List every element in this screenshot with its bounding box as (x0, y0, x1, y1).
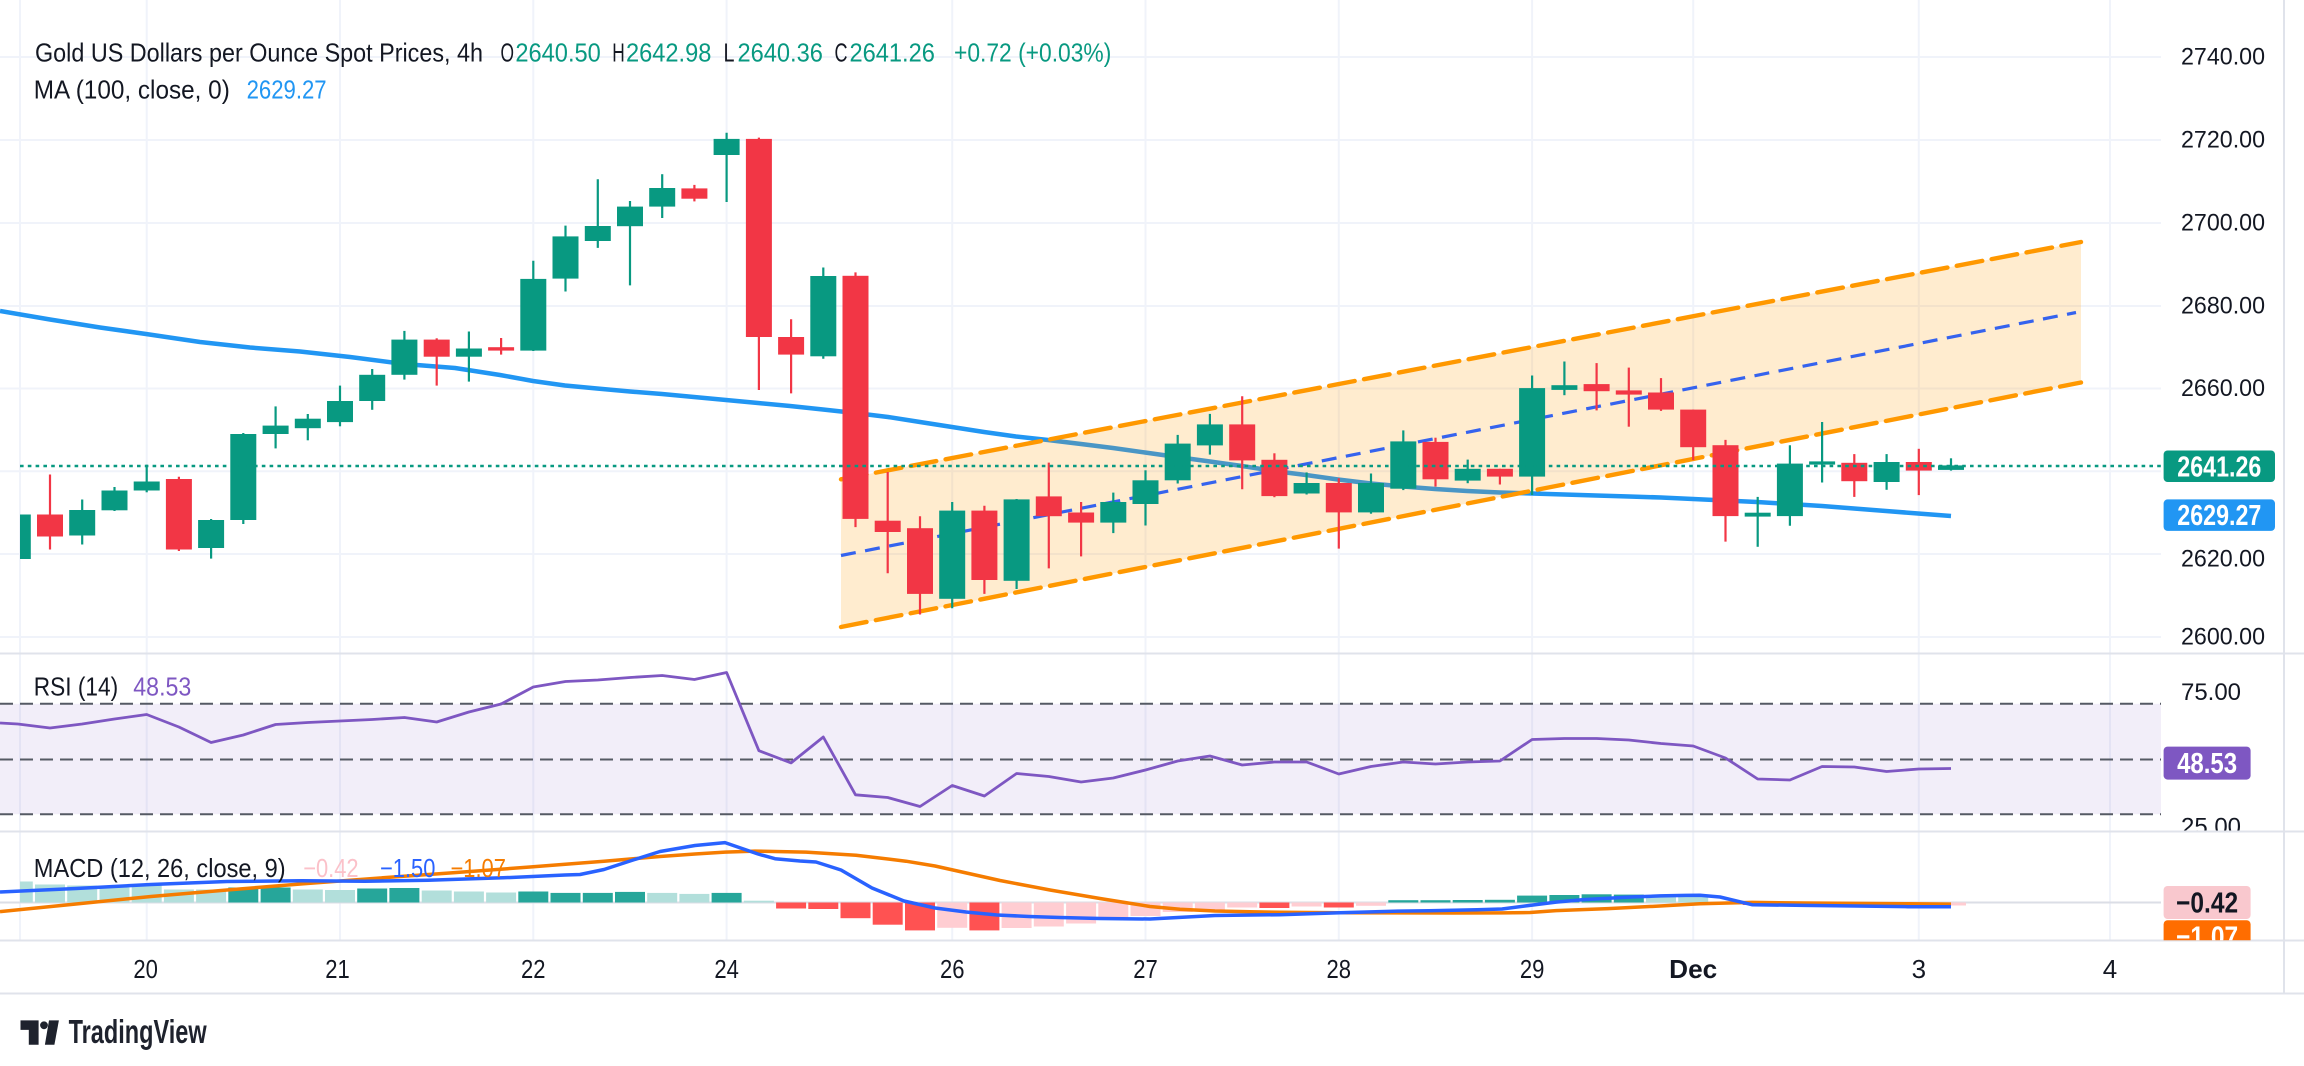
svg-text:−0.42: −0.42 (303, 853, 358, 883)
svg-text:−0.42: −0.42 (2176, 888, 2238, 920)
svg-text:2660.00: 2660.00 (2181, 375, 2265, 402)
svg-text:H: H (612, 38, 625, 68)
svg-text:C: C (835, 38, 848, 68)
svg-text:28: 28 (1327, 954, 1352, 984)
svg-text:TradingView: TradingView (69, 1013, 207, 1050)
svg-text:2620.00: 2620.00 (2181, 546, 2265, 573)
svg-text:2740.00: 2740.00 (2181, 44, 2265, 71)
svg-text:4: 4 (2103, 954, 2117, 984)
svg-text:3: 3 (1912, 954, 1926, 984)
svg-text:MACD (12, 26, close, 9): MACD (12, 26, close, 9) (34, 853, 286, 883)
svg-text:2641.26: 2641.26 (2177, 451, 2261, 483)
svg-text:−1.50: −1.50 (380, 853, 435, 883)
svg-text:26: 26 (940, 954, 965, 984)
svg-text:2629.27: 2629.27 (247, 74, 327, 104)
svg-text:−1.07: −1.07 (2176, 922, 2238, 954)
svg-text:22: 22 (521, 954, 546, 984)
svg-text:75.00: 75.00 (2181, 679, 2241, 706)
svg-text:27: 27 (1133, 954, 1158, 984)
svg-text:L: L (724, 38, 735, 68)
svg-text:29: 29 (1520, 954, 1545, 984)
svg-text:O: O (501, 38, 515, 68)
svg-text:+0.72 (+0.03%): +0.72 (+0.03%) (954, 38, 1111, 68)
svg-text:Dec: Dec (1669, 954, 1717, 984)
svg-text:2640.50: 2640.50 (515, 38, 600, 68)
svg-text:Gold US Dollars per Ounce Spot: Gold US Dollars per Ounce Spot Prices, 4… (35, 38, 483, 68)
svg-text:−1.07: −1.07 (451, 853, 506, 883)
svg-text:RSI (14): RSI (14) (34, 672, 118, 702)
svg-text:2642.98: 2642.98 (626, 38, 711, 68)
svg-text:48.53: 48.53 (2177, 748, 2237, 780)
svg-text:21: 21 (325, 954, 350, 984)
svg-text:MA (100, close, 0): MA (100, close, 0) (34, 74, 230, 104)
svg-text:48.53: 48.53 (133, 672, 191, 702)
svg-text:2629.27: 2629.27 (2177, 500, 2261, 532)
svg-text:2680.00: 2680.00 (2181, 293, 2265, 320)
svg-text:2720.00: 2720.00 (2181, 127, 2265, 154)
svg-text:2700.00: 2700.00 (2181, 210, 2265, 237)
svg-text:20: 20 (133, 954, 158, 984)
svg-text:24: 24 (714, 954, 739, 984)
svg-text:25.00: 25.00 (2181, 814, 2241, 841)
svg-text:2640.36: 2640.36 (738, 38, 823, 68)
svg-text:2600.00: 2600.00 (2181, 624, 2265, 651)
svg-text:2641.26: 2641.26 (850, 38, 935, 68)
